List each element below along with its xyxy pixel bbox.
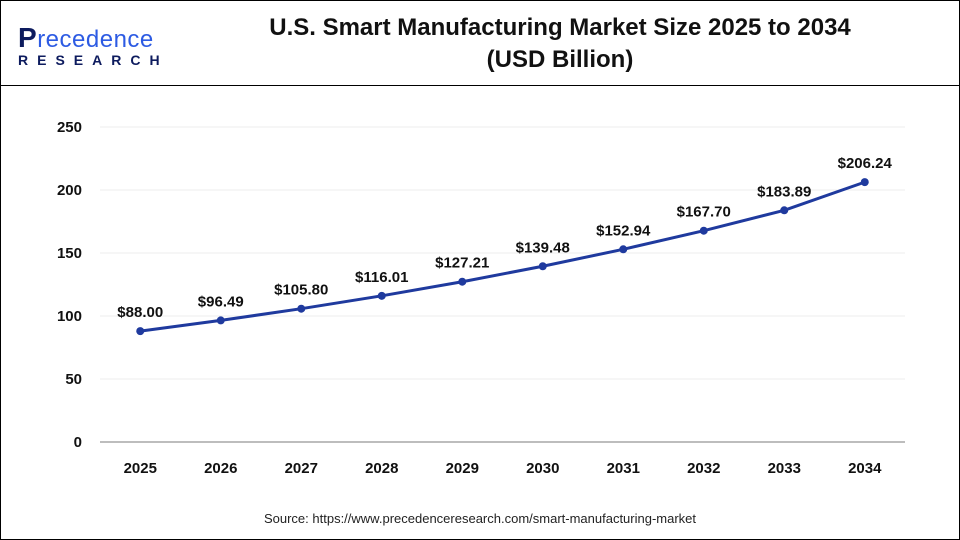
precedence-research-logo: Precedence RESEARCH [18, 22, 169, 68]
data-point [619, 245, 628, 254]
title-line-2: (USD Billion) [486, 46, 634, 73]
data-point [538, 262, 547, 271]
y-tick-label: 50 [65, 371, 82, 388]
x-tick-label: 2032 [687, 460, 720, 477]
source-note: Source: https://www.precedenceresearch.c… [263, 511, 697, 526]
data-label: $152.94 [596, 222, 651, 239]
title-line-1: U.S. Smart Manufacturing Market Size 202… [269, 14, 851, 41]
data-label: $167.70 [677, 204, 731, 221]
data-point [136, 327, 145, 336]
x-tick-label: 2033 [768, 460, 801, 477]
data-label: $88.00 [117, 304, 163, 321]
y-tick-label: 200 [57, 182, 82, 199]
x-tick-label: 2031 [607, 460, 640, 477]
data-label: $127.21 [435, 255, 489, 272]
series-line [140, 180, 866, 333]
chart-title: U.S. Smart Manufacturing Market Size 202… [200, 12, 920, 76]
data-point [377, 291, 386, 300]
x-tick-label: 2030 [526, 460, 559, 477]
y-tick-label: 100 [57, 308, 82, 325]
data-label: $105.80 [274, 282, 328, 299]
data-point [860, 178, 869, 187]
x-tick-label: 2028 [365, 460, 398, 477]
data-label: $96.49 [198, 293, 244, 310]
x-tick-label: 2025 [124, 460, 157, 477]
y-tick-label: 150 [57, 245, 82, 262]
header: Precedence RESEARCH U.S. Smart Manufactu… [0, 0, 960, 86]
y-tick-label: 250 [57, 119, 82, 136]
data-point [780, 206, 789, 215]
data-label: $116.01 [355, 269, 408, 286]
x-tick-label: 2029 [446, 460, 479, 477]
data-label: $206.24 [838, 155, 893, 172]
data-point [699, 226, 708, 235]
x-tick-label: 2027 [285, 460, 318, 477]
data-point [458, 277, 467, 286]
data-label: $139.48 [516, 239, 570, 256]
data-point [216, 316, 225, 325]
data-label: $183.89 [757, 183, 811, 200]
data-point [297, 304, 306, 313]
x-tick-label: 2034 [848, 460, 882, 477]
y-tick-label: 0 [74, 434, 82, 451]
x-tick-label: 2026 [204, 460, 237, 477]
